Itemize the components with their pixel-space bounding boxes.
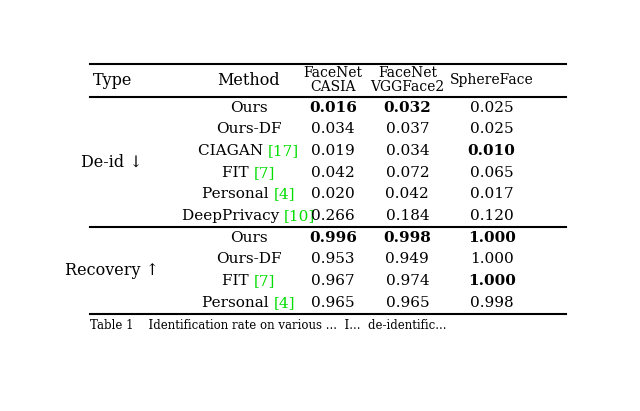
Text: 0.037: 0.037 xyxy=(386,122,429,136)
Text: Personal: Personal xyxy=(202,296,274,310)
Text: 0.042: 0.042 xyxy=(311,166,355,180)
Text: Type: Type xyxy=(93,72,132,89)
Text: FaceNet: FaceNet xyxy=(303,66,362,80)
Text: 0.065: 0.065 xyxy=(470,166,513,180)
Text: 0.998: 0.998 xyxy=(470,296,513,310)
Text: FIT: FIT xyxy=(222,166,253,180)
Text: Table 1    Identification rate on various ...  I...  de-identific...: Table 1 Identification rate on various .… xyxy=(90,319,447,332)
Text: 0.034: 0.034 xyxy=(311,122,355,136)
Text: DeepPrivacy: DeepPrivacy xyxy=(182,209,284,223)
Text: Ours: Ours xyxy=(230,231,268,245)
Text: Ours: Ours xyxy=(230,101,268,115)
Text: 0.032: 0.032 xyxy=(383,101,431,115)
Text: [7]: [7] xyxy=(253,166,275,180)
Text: SphereFace: SphereFace xyxy=(450,73,534,87)
Text: VGGFace2: VGGFace2 xyxy=(371,80,444,94)
Text: 0.025: 0.025 xyxy=(470,122,513,136)
Text: 0.042: 0.042 xyxy=(385,187,429,201)
Text: 1.000: 1.000 xyxy=(468,231,516,245)
Text: 0.998: 0.998 xyxy=(383,231,431,245)
Text: [10]: [10] xyxy=(284,209,316,223)
Text: 0.019: 0.019 xyxy=(311,144,355,158)
Text: FIT: FIT xyxy=(222,274,253,288)
Text: 0.184: 0.184 xyxy=(385,209,429,223)
Text: 0.120: 0.120 xyxy=(470,209,513,223)
Text: 0.025: 0.025 xyxy=(470,101,513,115)
Text: Method: Method xyxy=(218,72,280,89)
Text: 0.953: 0.953 xyxy=(311,252,355,266)
Text: 0.266: 0.266 xyxy=(311,209,355,223)
Text: CASIA: CASIA xyxy=(310,80,356,94)
Text: 0.016: 0.016 xyxy=(309,101,357,115)
Text: 1.000: 1.000 xyxy=(468,274,516,288)
Text: 0.967: 0.967 xyxy=(311,274,355,288)
Text: 0.965: 0.965 xyxy=(385,296,429,310)
Text: [4]: [4] xyxy=(274,296,295,310)
Text: 1.000: 1.000 xyxy=(470,252,513,266)
Text: Recovery ↑: Recovery ↑ xyxy=(65,262,159,279)
Text: 0.072: 0.072 xyxy=(385,166,429,180)
Text: [4]: [4] xyxy=(274,187,295,201)
Text: 0.017: 0.017 xyxy=(470,187,513,201)
Text: 0.949: 0.949 xyxy=(385,252,429,266)
Text: [17]: [17] xyxy=(268,144,300,158)
Text: De-id ↓: De-id ↓ xyxy=(81,153,143,170)
Text: 0.996: 0.996 xyxy=(309,231,357,245)
Text: 0.965: 0.965 xyxy=(311,296,355,310)
Text: Personal: Personal xyxy=(202,187,274,201)
Text: Ours-DF: Ours-DF xyxy=(216,122,282,136)
Text: CIAGAN: CIAGAN xyxy=(198,144,268,158)
Text: 0.974: 0.974 xyxy=(385,274,429,288)
Text: Ours-DF: Ours-DF xyxy=(216,252,282,266)
Text: 0.020: 0.020 xyxy=(311,187,355,201)
Text: [7]: [7] xyxy=(253,274,275,288)
Text: 0.034: 0.034 xyxy=(385,144,429,158)
Text: FaceNet: FaceNet xyxy=(378,66,437,80)
Text: 0.010: 0.010 xyxy=(468,144,516,158)
